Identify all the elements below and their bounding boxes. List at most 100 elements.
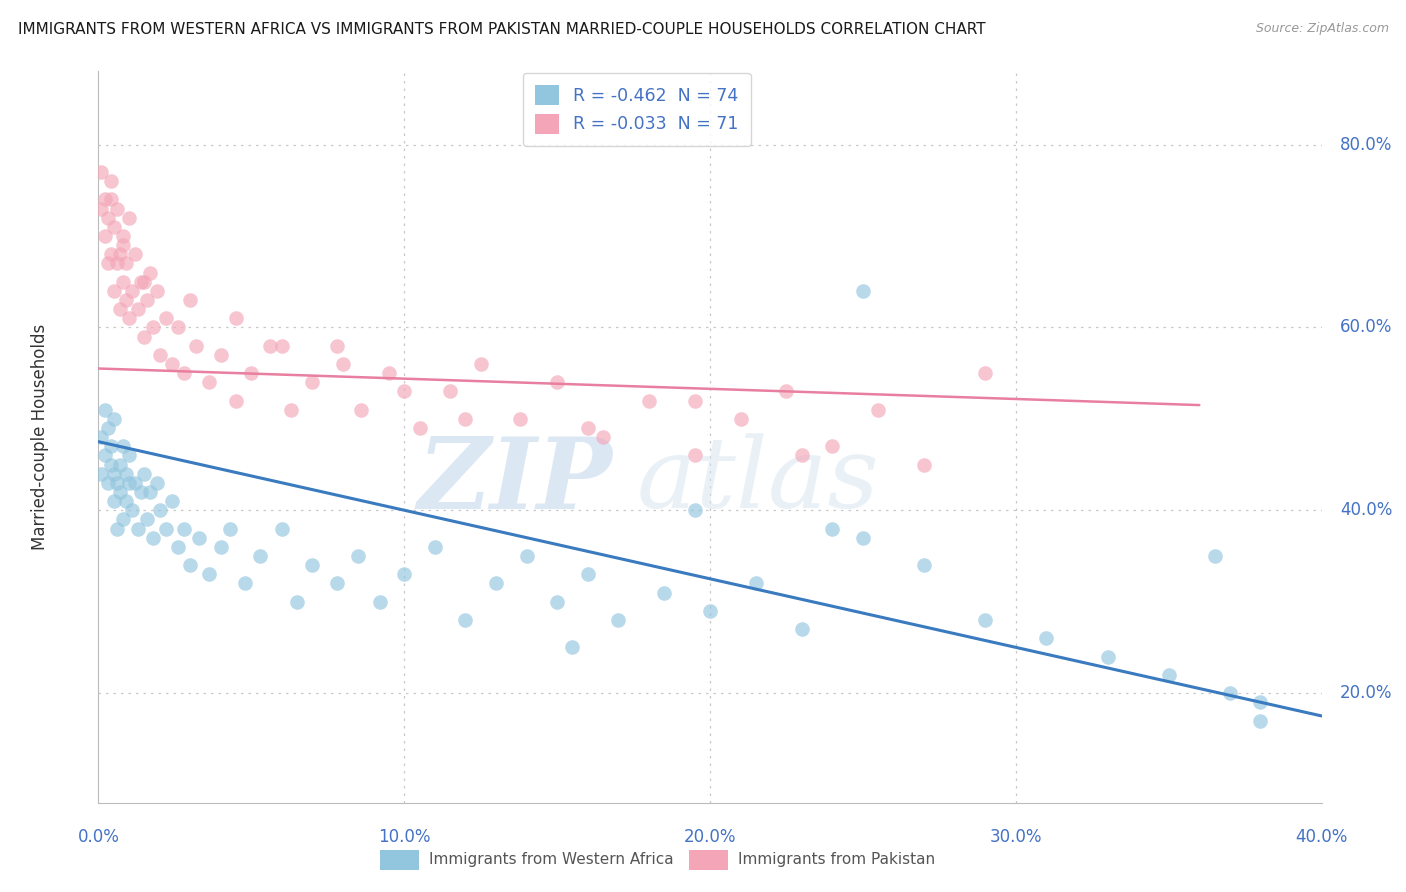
Point: [1157, 667, 1180, 681]
Point: [145, 475, 167, 490]
Point: [454, 412, 477, 426]
Point: [546, 594, 568, 608]
Point: [470, 357, 492, 371]
Point: [93, 448, 115, 462]
Point: [350, 402, 373, 417]
Point: [145, 284, 167, 298]
Point: [103, 467, 125, 481]
Point: [121, 284, 143, 298]
Point: [592, 430, 614, 444]
Point: [142, 320, 165, 334]
Point: [912, 458, 935, 472]
Point: [392, 384, 416, 399]
Point: [1097, 649, 1119, 664]
Point: [225, 311, 247, 326]
Point: [108, 458, 131, 472]
Point: [439, 384, 461, 399]
Point: [121, 503, 143, 517]
Text: 20.0%: 20.0%: [683, 829, 737, 847]
Point: [97, 211, 120, 225]
Legend: R = -0.462  N = 74, R = -0.033  N = 71: R = -0.462 N = 74, R = -0.033 N = 71: [523, 73, 751, 145]
Point: [576, 567, 599, 582]
Point: [115, 467, 138, 481]
Point: [103, 494, 125, 508]
Point: [408, 421, 430, 435]
Text: Immigrants from Pakistan: Immigrants from Pakistan: [738, 853, 935, 867]
Point: [111, 229, 134, 244]
Point: [93, 402, 115, 417]
Point: [100, 247, 122, 261]
Point: [105, 256, 128, 270]
Point: [225, 393, 247, 408]
Point: [108, 302, 131, 317]
Point: [209, 540, 232, 554]
Point: [509, 412, 531, 426]
Point: [683, 448, 706, 462]
Text: 30.0%: 30.0%: [990, 829, 1042, 847]
Text: 20.0%: 20.0%: [1340, 684, 1392, 702]
Point: [118, 475, 141, 490]
Text: ZIP: ZIP: [418, 433, 612, 529]
Point: [134, 467, 156, 481]
Point: [637, 393, 661, 408]
Point: [368, 594, 391, 608]
Point: [155, 521, 177, 535]
Point: [127, 521, 149, 535]
Point: [561, 640, 583, 655]
Point: [821, 439, 844, 453]
Point: [326, 339, 349, 353]
Point: [103, 284, 125, 298]
Point: [454, 613, 477, 627]
Point: [745, 576, 768, 591]
Point: [173, 521, 195, 535]
Point: [516, 549, 538, 563]
Text: 40.0%: 40.0%: [1295, 829, 1348, 847]
Point: [775, 384, 797, 399]
Point: [179, 558, 201, 573]
Point: [347, 549, 370, 563]
Point: [197, 567, 219, 582]
Point: [652, 585, 675, 599]
Point: [139, 485, 162, 500]
Point: [142, 531, 165, 545]
Point: [103, 412, 125, 426]
Point: [326, 576, 349, 591]
Point: [97, 421, 120, 435]
Point: [249, 549, 271, 563]
Point: [683, 393, 706, 408]
Point: [179, 293, 201, 307]
Point: [285, 594, 308, 608]
Point: [332, 357, 354, 371]
Point: [423, 540, 446, 554]
Point: [134, 275, 156, 289]
Point: [136, 293, 159, 307]
Text: IMMIGRANTS FROM WESTERN AFRICA VS IMMIGRANTS FROM PAKISTAN MARRIED-COUPLE HOUSEH: IMMIGRANTS FROM WESTERN AFRICA VS IMMIGR…: [18, 22, 986, 37]
Text: atlas: atlas: [637, 434, 879, 529]
Point: [683, 503, 706, 517]
Point: [100, 174, 122, 188]
Text: 80.0%: 80.0%: [1340, 136, 1392, 153]
Point: [1249, 714, 1271, 728]
Point: [93, 193, 115, 207]
Point: [546, 375, 568, 389]
Point: [974, 613, 997, 627]
Text: 0.0%: 0.0%: [77, 829, 120, 847]
Point: [485, 576, 508, 591]
Point: [974, 366, 997, 380]
Point: [139, 266, 162, 280]
Point: [129, 275, 152, 289]
Point: [821, 521, 844, 535]
Point: [1035, 632, 1057, 646]
Point: [699, 604, 721, 618]
Point: [149, 503, 172, 517]
Text: 40.0%: 40.0%: [1340, 501, 1392, 519]
Point: [136, 512, 159, 526]
Point: [90, 430, 112, 444]
Point: [100, 439, 122, 453]
Point: [160, 357, 183, 371]
Point: [270, 339, 292, 353]
Point: [197, 375, 219, 389]
Point: [233, 576, 256, 591]
Point: [105, 475, 128, 490]
Point: [90, 165, 112, 179]
